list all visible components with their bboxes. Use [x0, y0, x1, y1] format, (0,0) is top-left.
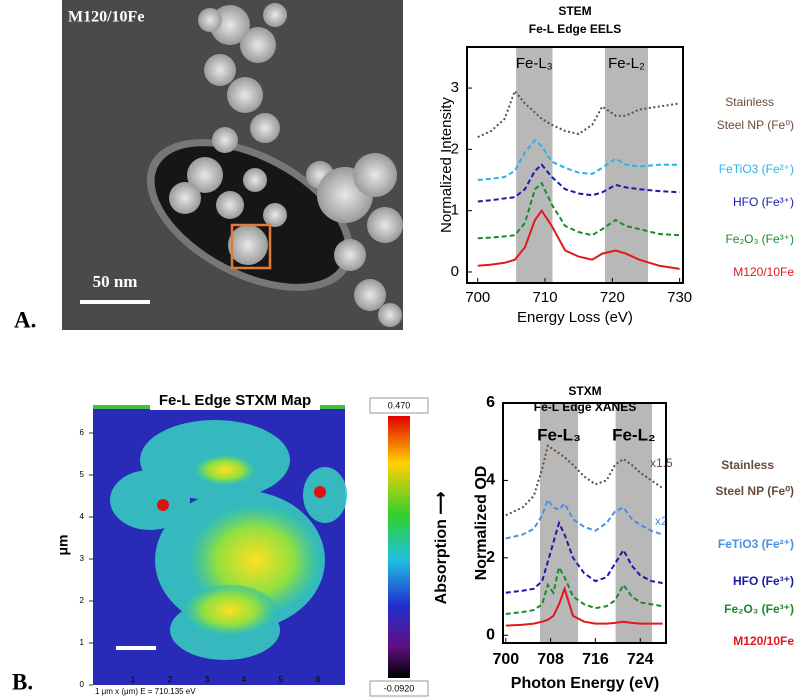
- series-label: FeTiO3 (Fe²⁺): [718, 537, 794, 551]
- plot-frame: [502, 402, 667, 644]
- band-label: Fe-L₃: [537, 425, 581, 444]
- series-label: HFO (Fe³⁺): [733, 574, 794, 588]
- colorbar-max: 0.470: [388, 400, 411, 410]
- map-x-tick-label: 5: [279, 675, 284, 684]
- map-title: Fe-L Edge STXM Map: [159, 392, 311, 409]
- y-tick-label: 2: [486, 549, 495, 566]
- band-label: Fe-L₂: [608, 55, 645, 72]
- map-y-tick-label: 4: [80, 512, 85, 521]
- tem-image: M120/10Fe 50 nm: [62, 0, 403, 330]
- colorbar-min: -0.0920: [384, 683, 415, 693]
- y-tick-label: 0: [451, 263, 459, 280]
- map-x-tick-label: 3: [205, 675, 210, 684]
- series-label: Stainless Steel NP (Fe⁰): [717, 95, 794, 132]
- y-axis-label: Normalized OD: [473, 466, 490, 581]
- annotation: x1.5: [650, 456, 673, 470]
- colorbar: [388, 416, 410, 678]
- spectrum-line: [477, 138, 680, 181]
- x-tick-label: 724: [627, 651, 654, 668]
- plot-frame: [466, 46, 684, 284]
- series-label: Fe₂O₃ (Fe³⁺): [724, 602, 794, 616]
- scale-bar-label: 50 nm: [93, 272, 138, 291]
- y-tick-label: 1: [451, 202, 459, 219]
- image-label: M120/10Fe: [68, 9, 144, 26]
- chart-title: STEM: [558, 4, 591, 18]
- y-tick-label: 0: [486, 626, 495, 643]
- y-tick-label: 3: [451, 79, 459, 96]
- spectrum-line: [477, 208, 680, 270]
- spectrum-line: [477, 89, 680, 139]
- map-x-tick-label: 4: [242, 675, 247, 684]
- map-x-tick-label: 2: [168, 675, 173, 684]
- map-y-tick-label: 6: [80, 428, 85, 437]
- spectrum-line: [505, 585, 663, 627]
- x-tick-label: 700: [465, 289, 490, 306]
- spectrum-line: [505, 520, 663, 594]
- panel-label: B.: [12, 669, 33, 694]
- x-tick-label: 716: [582, 651, 609, 668]
- map-y-tick-label: 2: [80, 596, 85, 605]
- y-tick-label: 2: [451, 140, 459, 157]
- map-y-label: μm: [55, 534, 71, 555]
- spectrum-line: [477, 163, 680, 203]
- chart-subtitle: Fe-L Edge EELS: [529, 22, 621, 36]
- map-y-tick-label: 3: [80, 554, 85, 563]
- x-axis-label: Energy Loss (eV): [517, 309, 633, 326]
- chart: Fe-L₃ Fe-L₂ STEM Fe-L Edge EELS Energy Loss …: [438, 4, 794, 326]
- y-tick-label: 4: [486, 472, 495, 489]
- series-label: Stainless Steel NP (Fe⁰): [715, 458, 794, 498]
- x-axis-label: Photon Energy (eV): [511, 675, 659, 692]
- y-tick-label: 6: [486, 394, 495, 411]
- series-label: M120/10Fe: [733, 265, 794, 279]
- colorbar-label: Absorption ⟶: [433, 492, 450, 605]
- x-tick-label: 720: [600, 289, 625, 306]
- map-x-tick-label: 1: [131, 675, 136, 684]
- y-axis-label: Normalized Intensity: [438, 97, 455, 233]
- band-label: Fe-L₃: [516, 55, 553, 72]
- stxm-map: Fe-L Edge STXM Map μm 1 μm x (μm) E = 71…: [55, 390, 450, 697]
- band-label: Fe-L₂: [612, 425, 655, 444]
- spectrum-line: [505, 564, 663, 615]
- series-label: M120/10Fe: [733, 634, 794, 648]
- edge-band: [516, 47, 553, 283]
- spectrum-line: [477, 181, 680, 240]
- x-tick-label: 708: [537, 651, 564, 668]
- map-y-tick-label: 5: [80, 470, 85, 479]
- annotation: x2: [655, 514, 668, 528]
- x-tick-label: 710: [533, 289, 558, 306]
- map-y-tick-label: 0: [80, 680, 85, 689]
- edge-band: [615, 403, 652, 643]
- panel-label: A.: [14, 307, 36, 332]
- spectrum-line: [505, 497, 663, 540]
- x-tick-label: 700: [492, 651, 519, 668]
- series-label: FeTiO3 (Fe²⁺): [719, 162, 794, 176]
- x-tick-label: 730: [667, 289, 692, 306]
- map-y-tick-label: 1: [80, 638, 85, 647]
- map-x-tick-label: 6: [316, 675, 321, 684]
- series-label: Fe₂O₃ (Fe³⁺): [725, 232, 794, 246]
- chart-title: STXM: [568, 384, 601, 398]
- series-label: HFO (Fe³⁺): [733, 195, 794, 209]
- map-footer: 1 μm x (μm) E = 710.135 eV: [95, 687, 196, 696]
- spectrum-line: [505, 443, 664, 517]
